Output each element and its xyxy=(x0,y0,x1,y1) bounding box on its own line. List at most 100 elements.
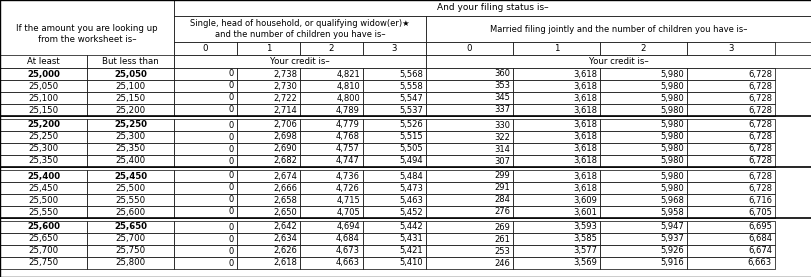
Text: 6,684: 6,684 xyxy=(747,235,771,243)
Text: 2,706: 2,706 xyxy=(272,120,297,130)
Bar xyxy=(686,221,774,233)
Bar xyxy=(363,206,426,218)
Text: 2,730: 2,730 xyxy=(272,81,297,91)
Text: 3,618: 3,618 xyxy=(573,157,596,165)
Bar xyxy=(237,206,299,218)
Bar xyxy=(363,68,426,80)
Bar xyxy=(174,194,237,206)
Text: 5,537: 5,537 xyxy=(399,106,423,114)
Bar xyxy=(513,206,599,218)
Bar xyxy=(299,245,363,257)
Bar xyxy=(513,119,599,131)
Text: 0: 0 xyxy=(229,171,234,181)
Bar xyxy=(426,104,513,116)
Text: 246: 246 xyxy=(494,258,509,268)
Text: 269: 269 xyxy=(494,222,509,232)
Bar xyxy=(426,16,811,42)
Text: At least: At least xyxy=(27,57,60,66)
Bar xyxy=(174,92,237,104)
Bar xyxy=(237,119,299,131)
Text: 0: 0 xyxy=(229,94,234,102)
Bar xyxy=(513,80,599,92)
Text: 0: 0 xyxy=(229,235,234,243)
Text: 5,980: 5,980 xyxy=(659,132,683,142)
Bar xyxy=(0,68,87,80)
Bar xyxy=(87,233,174,245)
Bar xyxy=(513,170,599,182)
Text: 3,618: 3,618 xyxy=(573,81,596,91)
Text: 5,473: 5,473 xyxy=(399,183,423,193)
Text: 5,410: 5,410 xyxy=(399,258,423,268)
Bar xyxy=(686,143,774,155)
Bar xyxy=(299,170,363,182)
Bar xyxy=(513,233,599,245)
Text: 25,800: 25,800 xyxy=(115,258,145,268)
Bar xyxy=(363,143,426,155)
Bar xyxy=(237,80,299,92)
Text: 0: 0 xyxy=(229,70,234,78)
Bar xyxy=(599,104,686,116)
Text: 5,547: 5,547 xyxy=(399,94,423,102)
Text: 3: 3 xyxy=(391,44,397,53)
Text: 2,650: 2,650 xyxy=(273,207,297,217)
Text: Your credit is–: Your credit is– xyxy=(589,57,648,66)
Bar xyxy=(237,143,299,155)
Bar xyxy=(87,194,174,206)
Text: 4,757: 4,757 xyxy=(336,145,359,153)
Bar xyxy=(299,257,363,269)
Bar xyxy=(686,170,774,182)
Bar xyxy=(299,182,363,194)
Bar xyxy=(363,155,426,167)
Text: 25,150: 25,150 xyxy=(28,106,58,114)
Bar xyxy=(299,206,363,218)
Bar xyxy=(237,155,299,167)
Bar xyxy=(513,68,599,80)
Text: 6,728: 6,728 xyxy=(747,183,771,193)
Bar xyxy=(513,104,599,116)
Text: 0: 0 xyxy=(229,145,234,153)
Bar xyxy=(363,194,426,206)
Text: 5,484: 5,484 xyxy=(399,171,423,181)
Bar xyxy=(686,119,774,131)
Bar xyxy=(87,55,174,68)
Bar xyxy=(363,131,426,143)
Text: 4,779: 4,779 xyxy=(336,120,359,130)
Text: 5,980: 5,980 xyxy=(659,183,683,193)
Text: 5,968: 5,968 xyxy=(659,196,683,204)
Text: 4,800: 4,800 xyxy=(336,94,359,102)
Bar xyxy=(0,206,87,218)
Bar xyxy=(363,257,426,269)
Bar xyxy=(686,257,774,269)
Bar xyxy=(0,257,87,269)
Text: 3,618: 3,618 xyxy=(573,94,596,102)
Text: 6,728: 6,728 xyxy=(747,94,771,102)
Bar xyxy=(299,131,363,143)
Bar xyxy=(237,194,299,206)
Text: 3,618: 3,618 xyxy=(573,145,596,153)
Text: 261: 261 xyxy=(494,235,509,243)
Text: 25,450: 25,450 xyxy=(28,183,58,193)
Text: 276: 276 xyxy=(493,207,509,217)
Bar xyxy=(87,221,174,233)
Text: 2,674: 2,674 xyxy=(272,171,297,181)
Text: 299: 299 xyxy=(494,171,509,181)
Text: 360: 360 xyxy=(493,70,509,78)
Bar xyxy=(174,131,237,143)
Text: 284: 284 xyxy=(494,196,509,204)
Text: 25,200: 25,200 xyxy=(27,120,60,130)
Bar xyxy=(0,55,87,68)
Bar xyxy=(363,92,426,104)
Bar xyxy=(426,170,513,182)
Text: 25,650: 25,650 xyxy=(28,235,58,243)
Text: 2,642: 2,642 xyxy=(273,222,297,232)
Text: 6,728: 6,728 xyxy=(747,171,771,181)
Text: 25,350: 25,350 xyxy=(115,145,145,153)
Bar xyxy=(426,131,513,143)
Bar xyxy=(599,194,686,206)
Text: 0: 0 xyxy=(229,196,234,204)
Text: 3,569: 3,569 xyxy=(573,258,596,268)
Text: 6,695: 6,695 xyxy=(747,222,771,232)
Bar xyxy=(426,221,513,233)
Text: 6,728: 6,728 xyxy=(747,145,771,153)
Bar xyxy=(686,206,774,218)
